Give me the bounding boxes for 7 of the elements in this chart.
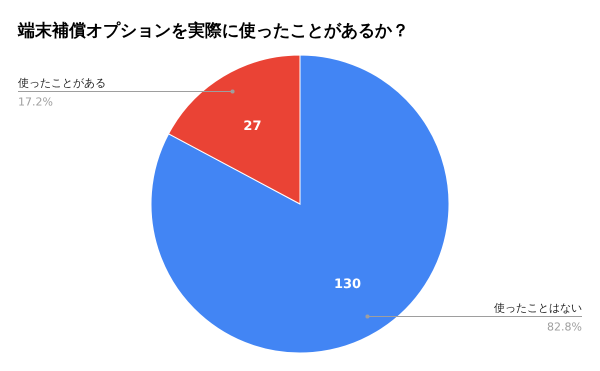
slice-label: 使ったことはない <box>494 301 582 314</box>
slice-label: 使ったことがある <box>18 76 106 90</box>
chart-title: 端末補償オプションを実際に使ったことがあるか？ <box>17 21 409 41</box>
text: 82.8% <box>547 320 582 334</box>
data-label: 27 <box>243 118 262 134</box>
text: 17.2% <box>18 96 53 109</box>
data-label: 130 <box>334 277 362 292</box>
